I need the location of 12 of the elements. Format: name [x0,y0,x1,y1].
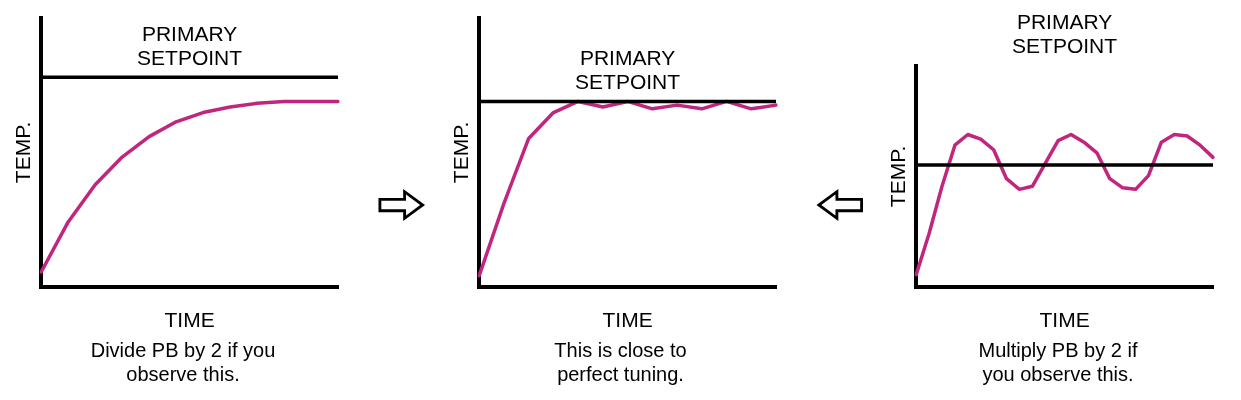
text: This is close to perfect tuning. [553,338,688,386]
x-axis-title: TIME [1039,308,1090,332]
ref-line-label: PRIMARY SETPOINT [574,45,680,93]
text: Divide PB by 2 if you observe this. [89,338,277,386]
y-axis-title: TEMP. [448,121,472,184]
ref-line-label: PRIMARY SETPOINT [1012,10,1118,58]
y-axis-title: TEMP. [886,145,910,208]
y-axis-title: TEMP. [11,121,35,184]
x-axis-title: TIME [602,308,653,332]
text: Multiply PB by 2 if you observe this. [977,338,1139,386]
ref-line-label: PRIMARY SETPOINT [137,21,243,69]
x-axis-title: TIME [164,308,215,332]
